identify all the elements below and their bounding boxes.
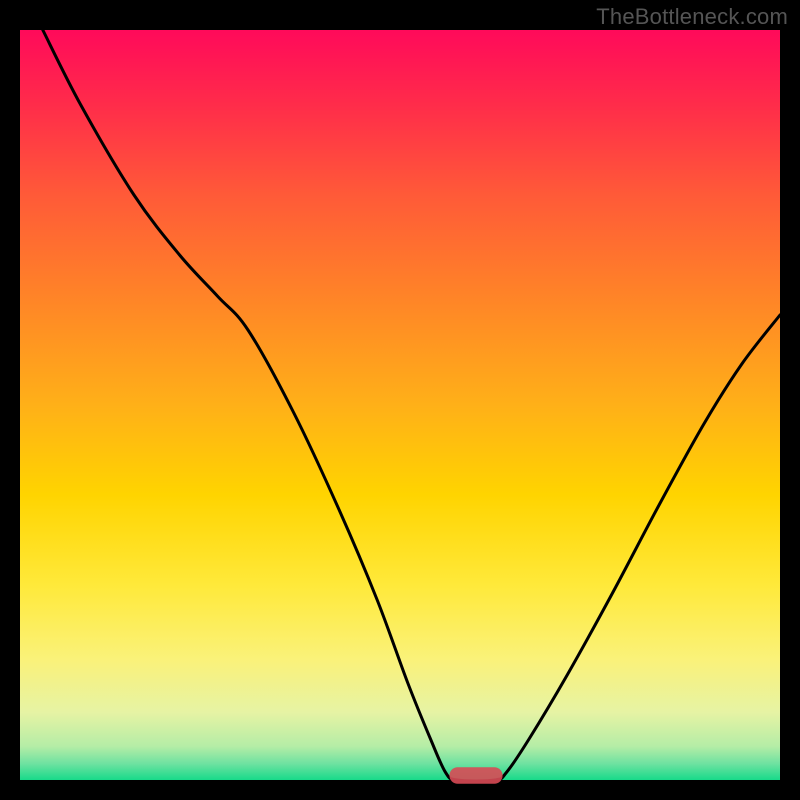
bottleneck-curve-chart: [0, 0, 800, 800]
chart-frame: TheBottleneck.com: [0, 0, 800, 800]
optimal-marker: [449, 767, 502, 784]
plot-background: [20, 30, 780, 780]
watermark-text: TheBottleneck.com: [596, 4, 788, 30]
